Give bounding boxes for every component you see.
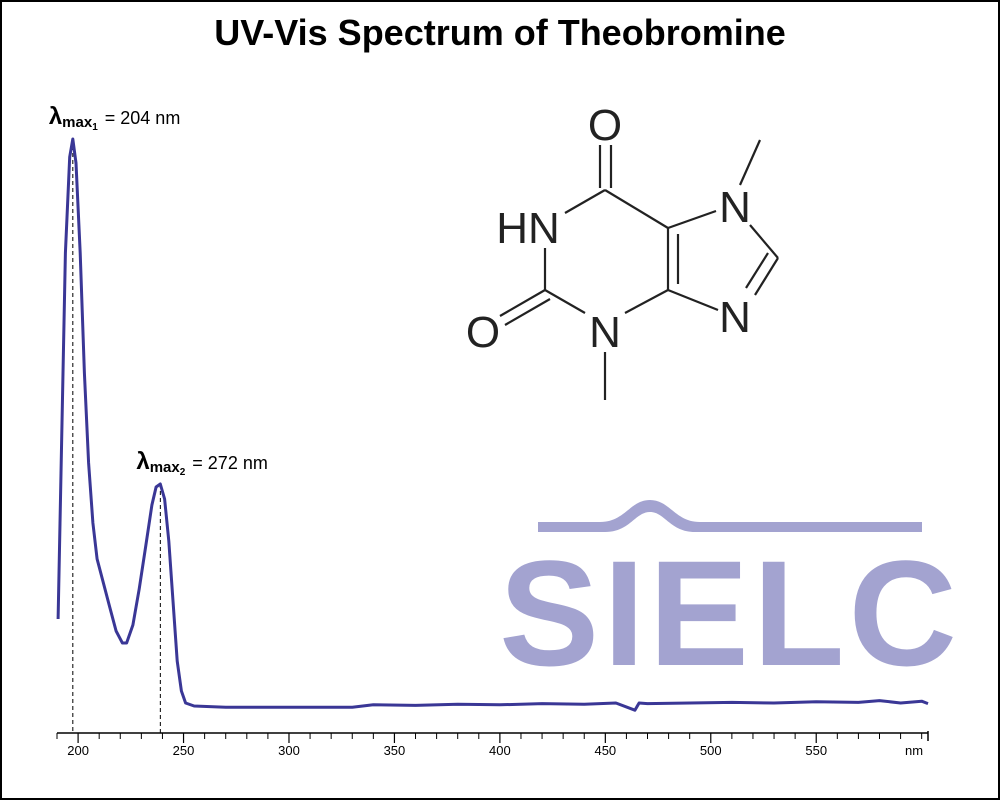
label-index: 1 xyxy=(92,122,98,133)
atom-label: N xyxy=(589,308,621,357)
logo-swoosh xyxy=(538,500,922,532)
spectrum-line xyxy=(56,137,929,712)
label-sub: max xyxy=(150,459,181,476)
structure xyxy=(499,139,779,400)
x-tick-label: 400 xyxy=(489,743,511,758)
x-tick-label: 500 xyxy=(700,743,722,758)
chart-title: UV-Vis Spectrum of Theobromine xyxy=(214,12,785,53)
x-tick-label: 450 xyxy=(594,743,616,758)
label-symbol: λ xyxy=(49,103,62,130)
peak-label: λmax1 = 204 nm xyxy=(49,103,181,133)
atom-label: N xyxy=(719,183,751,232)
x-tick-label: 550 xyxy=(805,743,827,758)
atom-label: O xyxy=(466,308,500,357)
label-symbol: λ xyxy=(136,448,149,475)
atom-label: O xyxy=(588,101,622,150)
label-index: 2 xyxy=(180,467,186,478)
x-unit: nm xyxy=(905,743,923,758)
label-text: = 272 nm xyxy=(192,453,268,473)
label-text: = 204 nm xyxy=(105,108,181,128)
x-tick-label: 300 xyxy=(278,743,300,758)
atom-label: HN xyxy=(496,204,560,253)
atom-labels: O HN O N N N xyxy=(466,101,751,357)
peak-label: λmax2 = 272 nm xyxy=(136,448,268,478)
logo-text: SIELC xyxy=(499,529,961,697)
atom-label: N xyxy=(719,293,751,342)
x-tick-label: 350 xyxy=(384,743,406,758)
watermark: SIELC xyxy=(499,500,961,697)
x-tick-label: 250 xyxy=(173,743,195,758)
x-tick-label: 200 xyxy=(67,743,89,758)
label-sub: max xyxy=(62,114,93,131)
